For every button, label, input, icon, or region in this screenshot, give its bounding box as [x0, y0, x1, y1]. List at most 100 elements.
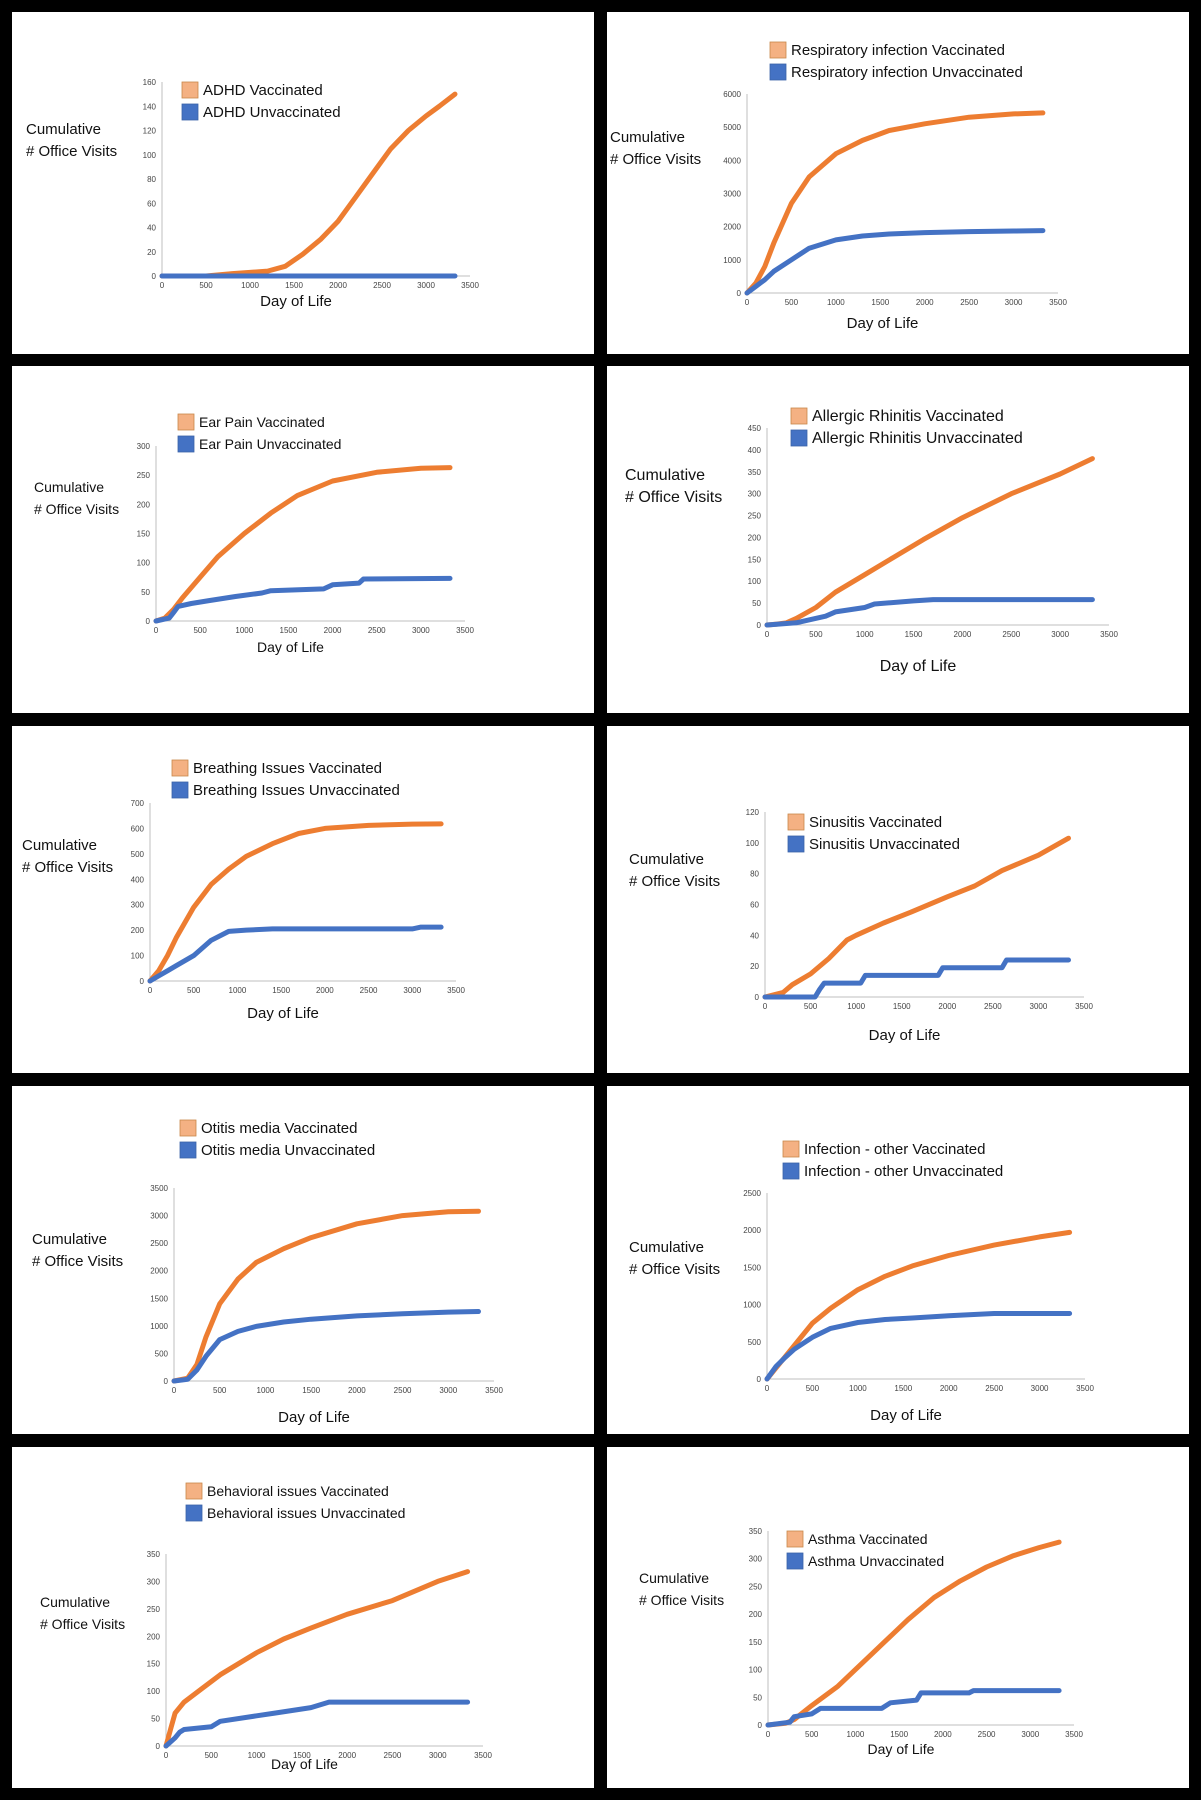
x-tick-label: 3000: [417, 281, 435, 290]
y-tick-label: 1000: [723, 256, 741, 265]
legend-label: Ear Pain Unvaccinated: [199, 436, 341, 452]
legend-swatch: [185, 1482, 203, 1500]
y-tick-label: 300: [131, 901, 145, 910]
y-tick-label: 200: [749, 1610, 763, 1619]
y-tick-label: 400: [748, 446, 762, 455]
x-tick-label: 500: [213, 1386, 227, 1395]
y-tick-label: 100: [748, 577, 762, 586]
y-axis-label: Cumulative # Office Visits: [40, 1594, 125, 1632]
series-line-vaccinated: [171, 1208, 481, 1384]
y-tick-label: 50: [752, 599, 761, 608]
y-tick-label: 500: [748, 1338, 762, 1347]
y-axis-label: Cumulative # Office Visits: [22, 837, 113, 876]
y-tick-label: 200: [147, 1632, 161, 1641]
legend-label: Infection - other Vaccinated: [804, 1141, 986, 1158]
series-line-vaccinated: [163, 1569, 471, 1749]
x-tick-label: 1500: [905, 630, 923, 639]
legend-label: Sinusitis Unvaccinated: [809, 836, 960, 853]
chart-panel-5: 0 500 1000 1500 2000 2500 3000 3500 0 100 200 300 40…: [12, 726, 594, 1073]
x-tick-label: 1500: [302, 1386, 320, 1395]
x-tick-label: 2000: [934, 1730, 952, 1739]
chart-panel-7: 0 500 1000 1500 2000 2500 3000 3500 0 500 1000 1500…: [12, 1086, 594, 1434]
x-tick-label: 0: [160, 281, 165, 290]
y-tick-label: 500: [131, 850, 145, 859]
y-tick-label: 100: [137, 559, 151, 568]
x-tick-label: 0: [172, 1386, 177, 1395]
x-tick-label: 500: [804, 1002, 818, 1011]
series-line-unvaccinated: [163, 1699, 471, 1749]
y-tick-label: 0: [146, 617, 151, 626]
x-tick-label: 2500: [960, 298, 978, 307]
x-tick-label: 3500: [1075, 1002, 1093, 1011]
y-tick-label: 1500: [743, 1263, 761, 1272]
x-tick-label: 0: [765, 630, 770, 639]
legend-label: ADHD Vaccinated: [203, 82, 323, 99]
series-line-vaccinated: [762, 835, 1071, 1000]
x-tick-label: 2000: [348, 1386, 366, 1395]
chart-panel-6: 0 500 1000 1500 2000 2500 3000 3500 0 20 40 60 80 100…: [607, 726, 1189, 1073]
y-tick-label: 140: [143, 102, 157, 111]
legend-label: Otitis media Unvaccinated: [201, 1142, 375, 1159]
legend-label: Breathing Issues Unvaccinated: [193, 782, 400, 799]
y-tick-label: 120: [143, 127, 157, 136]
x-tick-label: 500: [806, 1384, 820, 1393]
legend-label: Behavioral issues Vaccinated: [207, 1483, 389, 1499]
x-tick-label: 3000: [1051, 630, 1069, 639]
chart-svg: 0 500 1000 1500 2000 2500 3000 3500 0 50 100 150 200…: [625, 407, 1118, 675]
y-tick-label: 120: [746, 808, 760, 817]
x-axis-label: Day of Life: [260, 293, 332, 310]
legend-swatch: [790, 429, 808, 447]
legend-swatch: [171, 759, 189, 777]
legend-swatch: [782, 1140, 800, 1158]
x-axis-label: Day of Life: [247, 1005, 319, 1022]
legend-label: Asthma Unvaccinated: [808, 1553, 944, 1569]
chart-svg: 0 500 1000 1500 2000 2500 3000 3500 0 50 100 150 200…: [34, 413, 474, 655]
series-line-vaccinated: [159, 91, 458, 279]
y-tick-label: 2500: [743, 1189, 761, 1198]
series-line-unvaccinated: [171, 1309, 481, 1384]
y-tick-label: 100: [746, 839, 760, 848]
chart-svg: 0 500 1000 1500 2000 2500 3000 3500 0 500 1000 1500…: [629, 1140, 1094, 1424]
y-tick-label: 2500: [150, 1239, 168, 1248]
y-tick-label: 2000: [743, 1226, 761, 1235]
series-line-unvaccinated: [765, 1688, 1062, 1728]
x-tick-label: 3500: [1049, 298, 1067, 307]
x-tick-label: 500: [805, 1730, 819, 1739]
x-tick-label: 500: [785, 298, 799, 307]
y-axis-label: Cumulative # Office Visits: [639, 1570, 724, 1608]
y-tick-label: 4000: [723, 156, 741, 165]
x-tick-label: 500: [199, 281, 213, 290]
y-tick-label: 150: [147, 1660, 161, 1669]
x-tick-label: 3500: [474, 1751, 492, 1760]
x-tick-label: 0: [148, 986, 153, 995]
y-tick-label: 50: [753, 1693, 762, 1702]
legend-swatch: [787, 835, 805, 853]
y-tick-label: 1000: [743, 1301, 761, 1310]
x-tick-label: 1000: [849, 1384, 867, 1393]
y-tick-label: 0: [737, 289, 742, 298]
y-tick-label: 300: [137, 442, 151, 451]
y-tick-label: 0: [755, 993, 760, 1002]
y-tick-label: 60: [147, 199, 156, 208]
x-tick-label: 3500: [461, 281, 479, 290]
x-axis-label: Day of Life: [271, 1756, 338, 1772]
x-tick-label: 1000: [229, 986, 247, 995]
y-tick-label: 0: [164, 1377, 169, 1386]
x-tick-label: 500: [205, 1751, 219, 1760]
series-line-vaccinated: [147, 821, 444, 984]
chart-panel-8: 0 500 1000 1500 2000 2500 3000 3500 0 500 1000 1500…: [607, 1086, 1189, 1434]
y-axis-label: Cumulative # Office Visits: [629, 1239, 720, 1278]
legend-label: Asthma Vaccinated: [808, 1531, 928, 1547]
y-axis-label: Cumulative # Office Visits: [629, 851, 720, 890]
legend-swatch: [171, 781, 189, 799]
x-tick-label: 2000: [940, 1384, 958, 1393]
x-tick-label: 2500: [373, 281, 391, 290]
y-tick-label: 250: [748, 512, 762, 521]
legend-swatch: [786, 1552, 804, 1570]
x-tick-label: 2000: [938, 1002, 956, 1011]
y-tick-label: 150: [749, 1638, 763, 1647]
series-line-unvaccinated: [764, 597, 1095, 628]
legend-swatch: [185, 1504, 203, 1522]
chart-panel-3: 0 500 1000 1500 2000 2500 3000 3500 0 50 100 150 200…: [12, 366, 594, 713]
y-tick-label: 0: [152, 272, 157, 281]
